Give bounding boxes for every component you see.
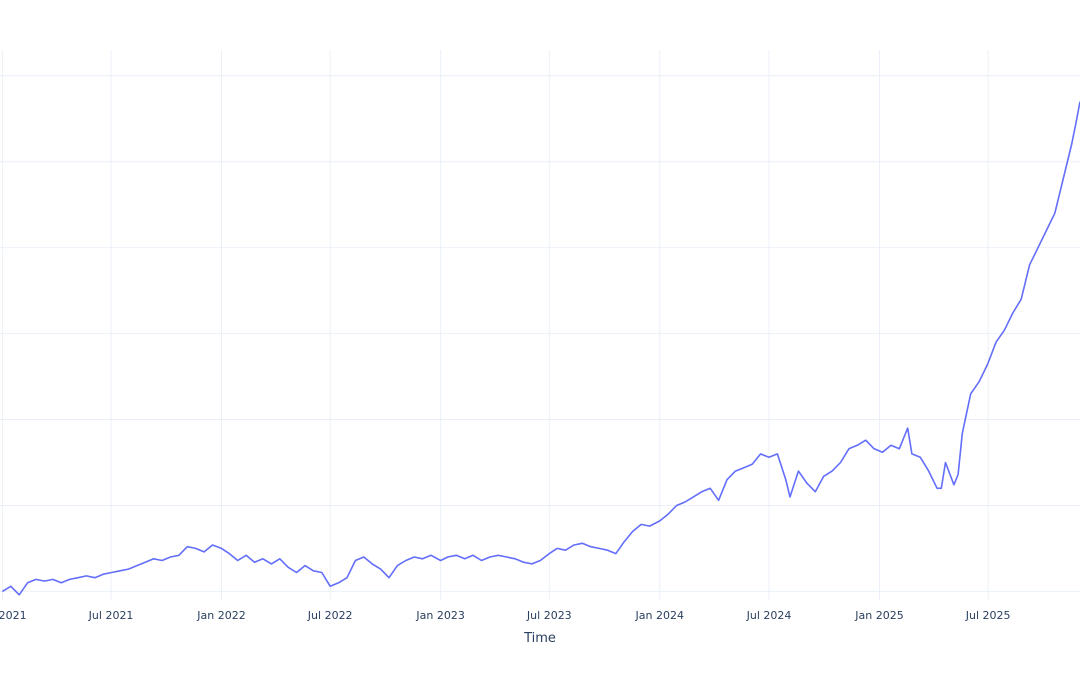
series-layer bbox=[1, 101, 1080, 596]
x-tick-label: Jul 2024 bbox=[746, 609, 792, 622]
series-line bbox=[1, 101, 1080, 596]
x-tick-label: Jul 2023 bbox=[526, 609, 572, 622]
x-axis-title: Time bbox=[523, 631, 556, 646]
x-tick-label: Jan 2023 bbox=[415, 609, 464, 622]
x-tick-label: Jan 2025 bbox=[854, 609, 903, 622]
x-tick-label: Jul 2022 bbox=[307, 609, 353, 622]
x-tick-label: Jan 2022 bbox=[196, 609, 245, 622]
x-tick-label: Jul 2025 bbox=[965, 609, 1011, 622]
x-tick-label: Jan 2024 bbox=[635, 609, 684, 622]
gridlines bbox=[0, 50, 1080, 600]
x-tick-label: Jan 2021 bbox=[0, 609, 27, 622]
x-axis-tick-labels: Jan 2021 Jul 2021 Jan 2022 Jul 2022 Jan 2023… bbox=[0, 609, 1011, 622]
x-tick-label: Jul 2021 bbox=[88, 609, 134, 622]
